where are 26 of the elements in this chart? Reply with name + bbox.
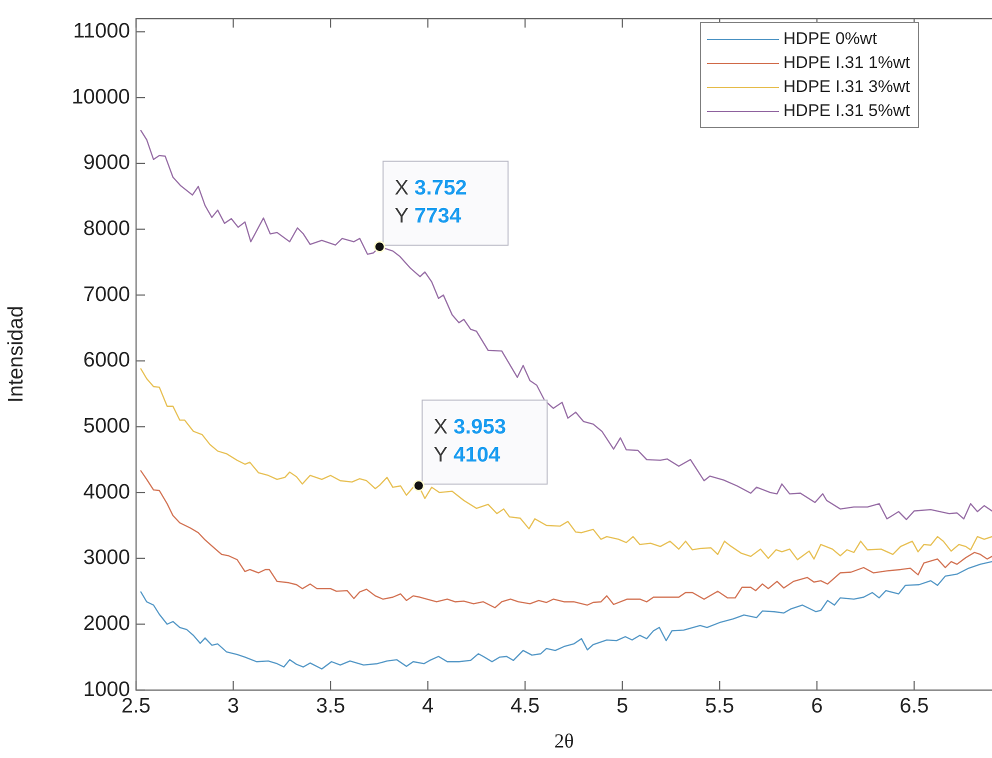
legend-label: HDPE I.31 1%wt	[783, 52, 910, 74]
y-tick-label: 8000	[83, 217, 130, 240]
x-axis-title: 2θ	[554, 730, 574, 752]
legend-label: HDPE I.31 3%wt	[783, 76, 910, 98]
y-tick-label: 6000	[83, 348, 130, 372]
legend-label: HDPE I.31 5%wt	[783, 100, 910, 122]
legend-label: HDPE 0%wt	[783, 28, 877, 50]
y-tick-label: 9000	[83, 151, 130, 174]
y-tick-label: 5000	[83, 414, 130, 438]
y-tick-label: 3000	[83, 546, 130, 570]
x-tick-label: 4.5	[510, 694, 540, 718]
x-tick-label: 4	[422, 694, 434, 718]
x-tick-label: 6.5	[900, 694, 929, 718]
x-tick-label: 5.5	[705, 694, 734, 718]
x-tick-label: 5	[616, 694, 628, 718]
annotation: X 3.953 Y 4104	[434, 415, 506, 466]
y-tick-label: 10000	[72, 85, 130, 108]
x-tick-label: 3	[227, 694, 240, 718]
y-axis-title: Intensidad	[4, 306, 28, 403]
y-tick-label: 2000	[83, 612, 130, 635]
y-tick-label: 4000	[83, 480, 130, 504]
x-tick-label: 3.5	[316, 694, 346, 718]
x-tick-label: 6	[811, 694, 823, 718]
annotation: X 3.752 Y 7734	[394, 176, 467, 228]
y-tick-label: 7000	[83, 282, 130, 306]
y-tick-label: 11000	[73, 20, 130, 43]
